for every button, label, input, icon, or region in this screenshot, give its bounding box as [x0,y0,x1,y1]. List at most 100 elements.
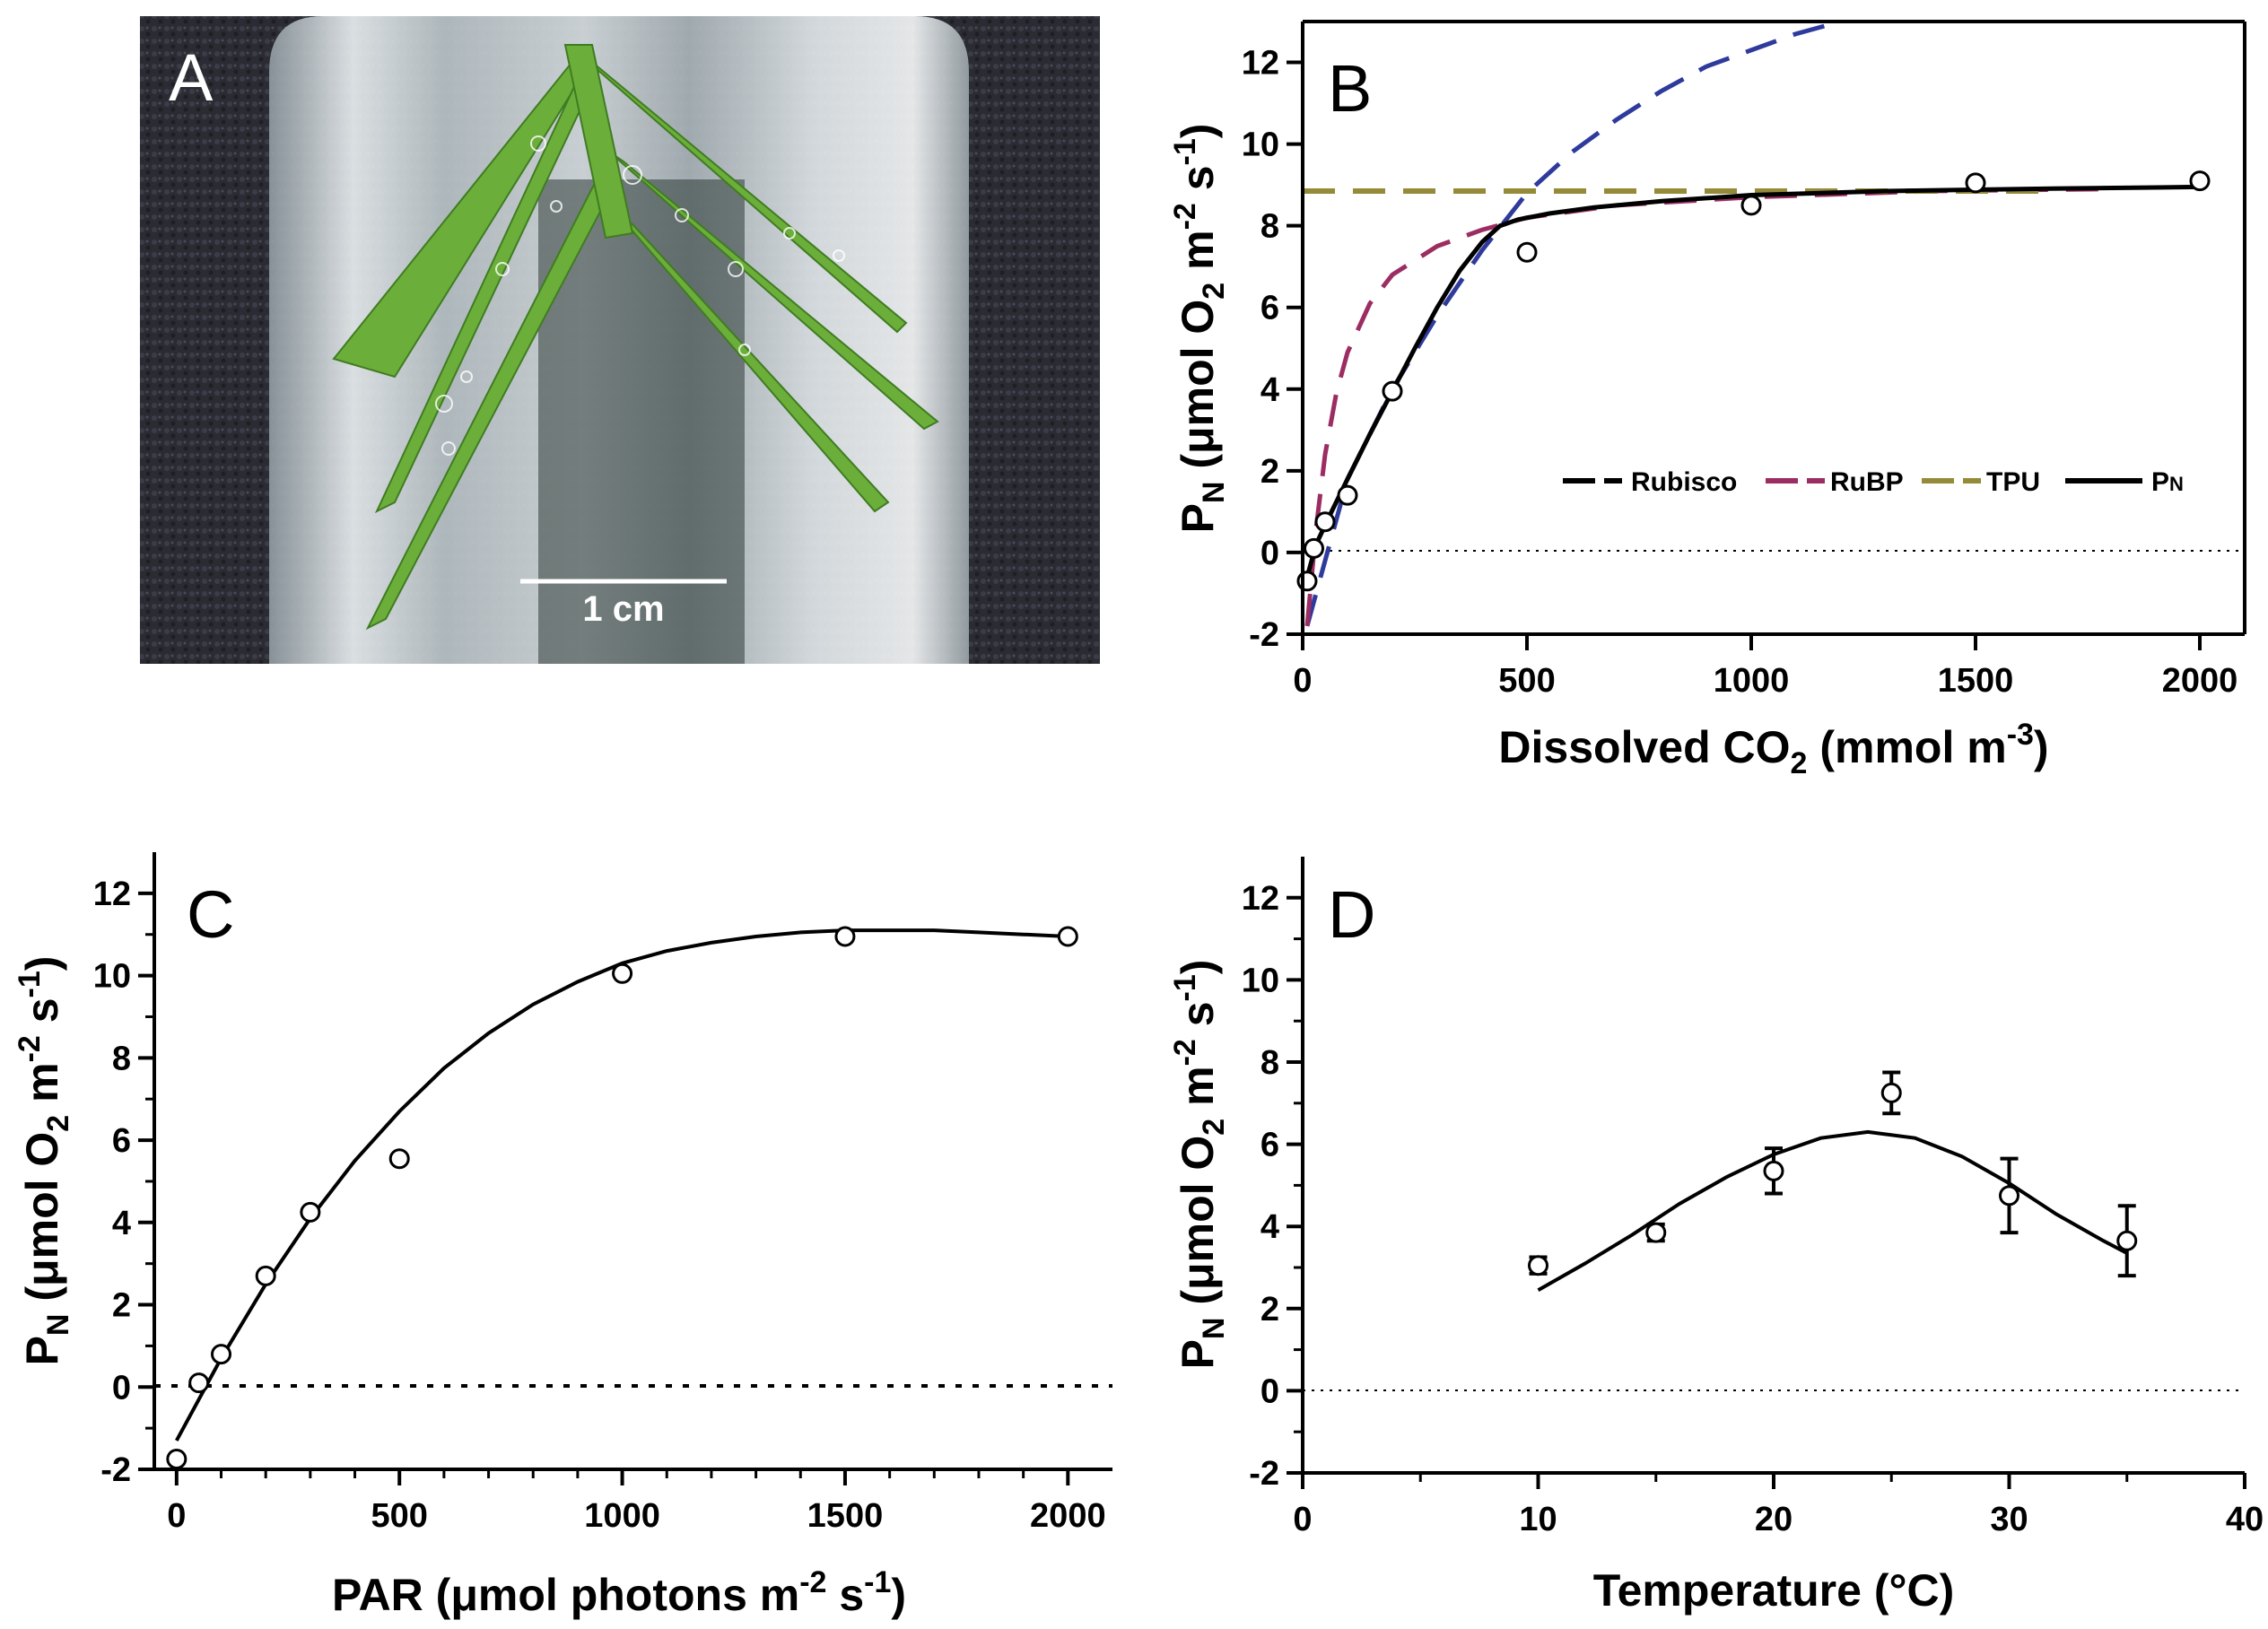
y-tick-label: 8 [112,1040,131,1077]
shoot [332,44,939,631]
ylabel-mid: (μmol O [17,1132,67,1314]
x-tick-label: 20 [1755,1501,1793,1538]
legend-pn-main: P [2151,467,2169,497]
x-tick-label: 40 [2226,1501,2264,1538]
xlabel-sup2: -1 [864,1565,891,1599]
ylabel-mid: (μmol O [1173,1136,1223,1318]
leaf [609,152,939,431]
ylabel-sub2: 2 [1197,283,1231,300]
x-tick-label: 1500 [1938,662,2014,700]
ylabel-end: ) [17,956,67,971]
y-tick-label: 6 [1260,1127,1279,1164]
bubbles [435,135,845,456]
fit-line [1537,1129,2128,1292]
ylabel-mid2: m [1173,1066,1223,1118]
panel-letter-c: C [187,877,234,952]
xlabel-main: PAR (μmol photons m [332,1570,799,1620]
x-tick-label: 2000 [1030,1497,1106,1535]
data-point [211,1344,232,1365]
y-tick-label: -2 [1249,616,1279,654]
y-tick-label: 0 [112,1369,131,1407]
panel-d: 0 10 20 30 40 -2 0 2 4 6 8 10 12 D Temperature (°C)… [1168,857,2264,1616]
y-tick-label: 8 [1260,208,1279,246]
data-point [188,1372,210,1394]
ylabel-sup: -2 [1168,1039,1202,1066]
y-tick-label: 2 [112,1287,131,1325]
xlabel-sup: -2 [799,1565,826,1599]
data-point [1314,511,1336,533]
ylabel-mid: (μmol O [1173,300,1223,482]
ylabel-end: ) [1173,960,1223,975]
data-point [388,1148,410,1170]
data-point [2189,170,2211,192]
panel-letter-d: D [1328,877,1375,952]
data-points [1296,170,2211,592]
legend-label-tpu: TPU [1986,467,2040,497]
y-ticks: -2 0 2 4 6 8 10 12 [1242,880,1303,1493]
data-point [1516,241,1538,263]
data-point [1304,537,1324,559]
data-point [1382,380,1403,402]
x-tick-label: 10 [1519,1501,1557,1538]
x-ticks: 0 500 1000 1500 2000 [1293,634,2237,700]
x-tick-label: 500 [371,1497,428,1535]
x-tick-label: 500 [1498,662,1555,700]
ylabel-sup2: -1 [1168,974,1202,1001]
y-tick-label: 4 [1260,1208,1279,1246]
y-tick-label: 0 [1260,1372,1279,1410]
x-axis-title: Dissolved CO2 (mmol m-3) [1498,718,2048,780]
ylabel-mid3: s [1173,1001,1223,1039]
ylabel-mid2: m [1173,230,1223,282]
x-axis-title: Temperature (°C) [1593,1565,1954,1616]
legend-label-rubp: RuBP [1830,467,1904,497]
y-tick-label: 4 [112,1205,131,1242]
data-point [834,926,856,947]
xlabel-main: Dissolved CO [1498,722,1790,772]
ylabel-main: P [1173,1339,1223,1369]
ylabel-sub: N [41,1314,75,1337]
xlabel-mid: s [826,1570,864,1620]
x-tick-label: 30 [1990,1501,2028,1538]
y-tick-label: 10 [1242,126,1279,164]
plot-frame [1301,20,2246,636]
ylabel-main: P [1173,503,1223,533]
panel-b: 0 500 1000 1500 2000 -2 0 2 4 6 8 10 12 B Dissolved… [1168,20,2246,780]
y-tick-label: 10 [93,958,131,996]
x-tick-label: 0 [1293,1501,1312,1538]
data-point [255,1265,276,1286]
xlabel-sup: -3 [2007,718,2034,752]
ylabel-mid3: s [17,997,67,1035]
data-point [1057,926,1078,947]
y-tick-label: 12 [1242,45,1279,83]
data-points [166,926,1078,1470]
scale-bar-label: 1 cm [582,589,664,629]
y-tick-label: 4 [1260,371,1279,409]
x-axis-title: PAR (μmol photons m-2 s-1) [332,1565,906,1620]
y-ticks: -2 0 2 4 6 8 10 12 [1242,45,1303,654]
y-tick-label: 8 [1260,1044,1279,1082]
y-tick-label: 6 [112,1122,131,1160]
x-tick-label: 0 [167,1497,186,1535]
data-point [1880,1082,1902,1103]
y-tick-label: 12 [93,875,131,913]
fit-line [175,928,1069,1442]
ylabel-sup: -2 [1168,203,1202,230]
data-point [2116,1230,2138,1251]
ylabel-sub: N [1197,482,1231,504]
panel-a: 1 cm A [140,16,1100,664]
plot-frame [153,852,1112,1471]
data-point [1999,1185,2019,1207]
data-point [1740,195,1762,216]
y-axis-title: PN (μmol O2 m-2 s-1) [1168,960,1231,1370]
data-point [1645,1222,1667,1243]
x-tick-label: 1000 [1714,662,1790,700]
y-tick-label: -2 [1249,1455,1279,1493]
ylabel-end: ) [1173,124,1223,139]
y-tick-label: 6 [1260,290,1279,327]
panel-c: 0 500 1000 1500 2000 -2 0 2 4 6 8 10 12 C PAR (μmol… [13,852,1112,1620]
y-axis-title: PN (μmol O2 m-2 s-1) [13,956,75,1366]
panel-letter-b: B [1328,51,1372,126]
stem [563,44,634,240]
y-tick-label: 2 [1260,453,1279,491]
